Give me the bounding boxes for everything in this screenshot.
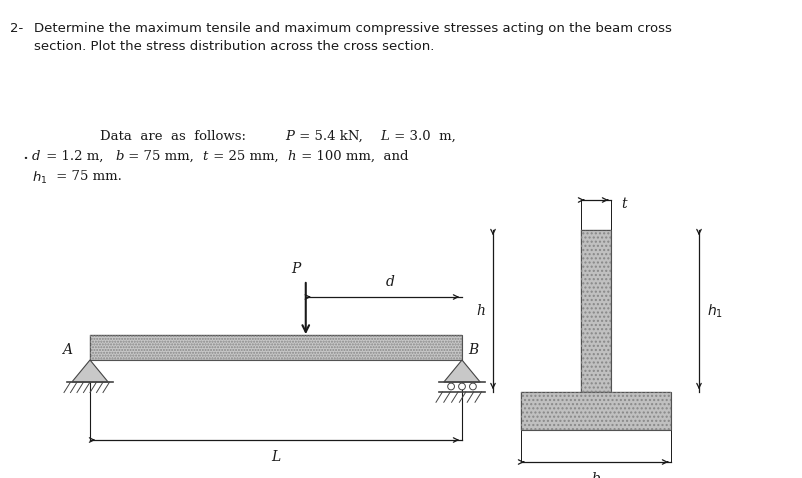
Text: section. Plot the stress distribution across the cross section.: section. Plot the stress distribution ac… [34, 40, 435, 53]
Text: = 1.2 m,: = 1.2 m, [42, 150, 111, 163]
Bar [90, 335, 462, 360]
Bar [521, 392, 671, 430]
Text: h: h [287, 150, 295, 163]
Circle shape [459, 383, 465, 390]
Circle shape [469, 383, 476, 390]
Text: $h_1$: $h_1$ [707, 302, 723, 320]
Polygon shape [444, 360, 480, 382]
Bar [521, 392, 671, 430]
Text: B: B [468, 344, 478, 358]
Text: t: t [621, 197, 626, 211]
Bar [90, 335, 462, 360]
Text: Determine the maximum tensile and maximum compressive stresses acting on the bea: Determine the maximum tensile and maximu… [34, 22, 672, 35]
Text: = 75 mm,: = 75 mm, [124, 150, 202, 163]
Text: b: b [592, 472, 601, 478]
Circle shape [448, 383, 455, 390]
Polygon shape [72, 360, 108, 382]
Text: d: d [386, 275, 395, 289]
Text: P: P [291, 262, 301, 276]
Text: b: b [115, 150, 124, 163]
Text: = 25 mm,: = 25 mm, [209, 150, 287, 163]
Text: A: A [62, 344, 72, 358]
Bar [581, 230, 611, 392]
Text: Data  are  as  follows:: Data are as follows: [100, 130, 254, 143]
Text: = 3.0  m,: = 3.0 m, [390, 130, 456, 143]
Bar [581, 230, 611, 392]
Text: = 100 mm,  and: = 100 mm, and [297, 150, 408, 163]
Text: L: L [271, 450, 281, 464]
Text: t: t [202, 150, 208, 163]
Text: = 5.4 kN,: = 5.4 kN, [295, 130, 371, 143]
Text: h: h [476, 304, 485, 318]
Text: 2-: 2- [10, 22, 23, 35]
Text: d: d [32, 150, 40, 163]
Text: L: L [380, 130, 389, 143]
Text: = 75 mm.: = 75 mm. [52, 170, 122, 183]
Text: $h_1$: $h_1$ [32, 170, 47, 186]
Text: ·: · [22, 150, 28, 168]
Text: P: P [285, 130, 294, 143]
